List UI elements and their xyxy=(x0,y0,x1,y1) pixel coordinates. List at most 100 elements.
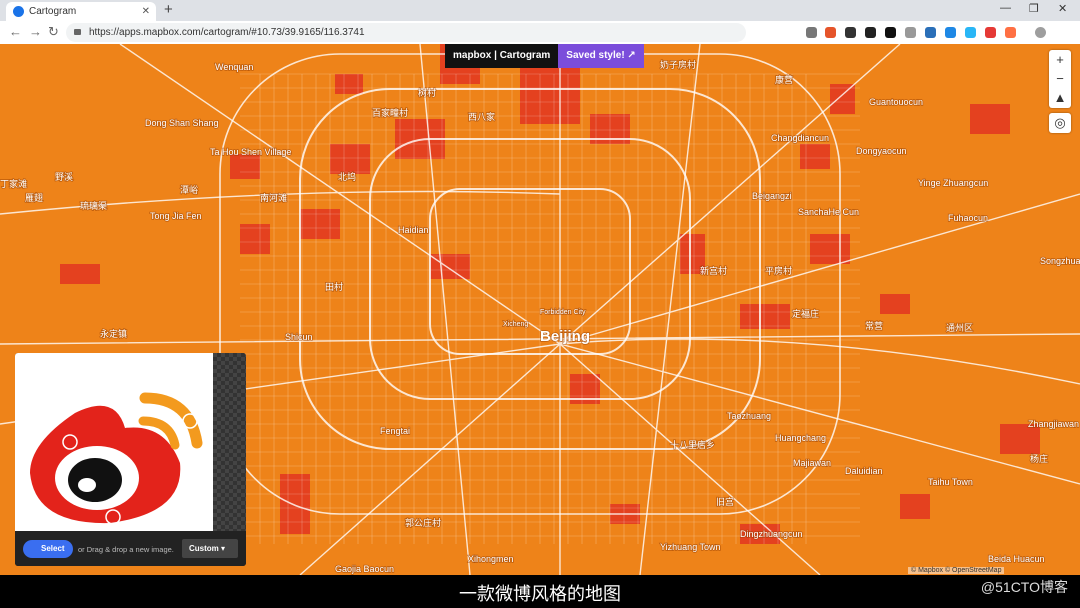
omnibox[interactable]: https://apps.mapbox.com/cartogram/#10.73… xyxy=(66,23,746,42)
weibo-logo xyxy=(30,392,203,525)
zoom-out[interactable]: − xyxy=(1056,71,1064,86)
attribution[interactable]: © Mapbox © OpenStreetMap xyxy=(908,567,1005,574)
save-status[interactable]: Saved style! ↗ xyxy=(558,44,644,68)
style-value: Custom xyxy=(189,544,219,553)
zoom-controls: + − ▲ xyxy=(1049,50,1071,108)
tab-bar: Cartogram ✕ + — ❐ ✕ xyxy=(0,0,1080,21)
minimize[interactable]: — xyxy=(1000,2,1011,14)
map-labels: Wenquan Dong Shan Shang Ta Hou Shen Vill… xyxy=(0,58,1080,575)
place-label: 杨庄 xyxy=(1030,453,1048,464)
place-label: Shicun xyxy=(285,332,313,342)
app-header: mapbox | Cartogram Saved style! ↗ xyxy=(445,44,644,68)
place-label: SanchaHe Cun xyxy=(798,207,859,217)
brand[interactable]: mapbox | Cartogram xyxy=(445,44,559,68)
place-label: 通州区 xyxy=(946,323,973,333)
save-status-text: Saved style! xyxy=(566,50,625,61)
place-label: 永定镇 xyxy=(100,328,127,339)
place-label: 雁翅 xyxy=(25,192,43,203)
place-label: Majiawan xyxy=(793,458,831,468)
place-label: 西八家 xyxy=(468,111,495,122)
place-label: Huangchang xyxy=(775,433,826,443)
forward[interactable]: → xyxy=(29,24,42,39)
new-tab[interactable]: + xyxy=(164,1,173,18)
url: https://apps.mapbox.com/cartogram/#10.73… xyxy=(89,27,365,38)
image-toolbar: Select or Drag & drop a new image. Custo… xyxy=(15,531,246,566)
place-label: 丁家滩 xyxy=(0,178,27,189)
tab-title: Cartogram xyxy=(29,6,77,17)
place-label: Wenquan xyxy=(215,62,253,72)
place-label: 奶子房村 xyxy=(660,59,696,70)
place-label: Haidian xyxy=(398,225,429,235)
place-label: 百家疃村 xyxy=(372,107,408,118)
place-label: 潭峪 xyxy=(180,185,198,195)
reload[interactable]: ↻ xyxy=(48,24,59,39)
place-label: 北坞 xyxy=(338,171,356,182)
place-label: Guantouocun xyxy=(869,97,923,107)
place-label: 康营 xyxy=(775,74,793,85)
place-label: Forbidden City xyxy=(540,309,586,316)
place-label: Gaojia Baocun xyxy=(335,564,394,574)
place-label: 定福庄 xyxy=(792,308,819,319)
tab[interactable]: Cartogram ✕ xyxy=(6,2,156,21)
place-label: Zhangjiawan Town xyxy=(1028,419,1080,429)
place-label: 常营 xyxy=(865,320,883,331)
place-label: Fengtai xyxy=(380,426,410,436)
place-label: Tong Jia Fen xyxy=(150,211,202,221)
transparent-area xyxy=(213,353,246,531)
place-label: 南河滩 xyxy=(260,192,287,203)
extension[interactable] xyxy=(825,27,836,38)
profile[interactable] xyxy=(1035,27,1046,38)
extension[interactable] xyxy=(865,27,876,38)
place-label: 旧宫 xyxy=(716,496,734,507)
caption-bar: 一款微博风格的地图 xyxy=(0,575,1080,608)
place-label: 十八里店乡 xyxy=(670,439,715,450)
extension[interactable] xyxy=(885,27,896,38)
reset-north[interactable]: ▲ xyxy=(1053,90,1067,105)
place-label: 田村 xyxy=(325,281,343,292)
extension[interactable] xyxy=(806,27,817,38)
brand-logo: mapbox xyxy=(453,50,492,61)
place-label: Dongyaocun xyxy=(856,146,907,156)
place-label: Changdiancun xyxy=(771,133,829,143)
image-panel: Select or Drag & drop a new image. Custo… xyxy=(15,353,246,566)
place-label: Taihu Town xyxy=(928,477,973,487)
watermark: @51CTO博客 xyxy=(980,579,1068,595)
extension[interactable] xyxy=(1005,27,1016,38)
back[interactable]: ← xyxy=(9,24,22,39)
geolocate[interactable]: ◎ xyxy=(1049,113,1071,133)
drop-hint: or Drag & drop a new image. xyxy=(78,545,174,554)
place-label: Taozhuang xyxy=(727,411,771,421)
extension[interactable] xyxy=(845,27,856,38)
place-label: Beigangzi xyxy=(752,191,792,201)
extension[interactable] xyxy=(965,27,976,38)
place-label: Beida Huacun xyxy=(988,554,1045,564)
place-label: 平房村 xyxy=(765,265,792,276)
place-label: Yizhuang Town xyxy=(660,542,721,552)
place-label: Fuhaocun xyxy=(948,213,988,223)
zoom-in[interactable]: + xyxy=(1056,52,1064,67)
place-label: 新宫村 xyxy=(700,265,727,276)
close-window[interactable]: ✕ xyxy=(1058,3,1068,15)
extension[interactable] xyxy=(985,27,996,38)
place-label: 树村 xyxy=(418,87,436,98)
place-label: Songzhuang xyxy=(1040,256,1080,266)
extension[interactable] xyxy=(945,27,956,38)
select-button[interactable]: Select xyxy=(23,540,73,558)
caption: 一款微博风格的地图 xyxy=(459,584,621,604)
place-label: 郭公庄村 xyxy=(405,517,441,528)
place-label: Ta Hou Shen Village xyxy=(210,147,291,157)
style-dropdown[interactable]: Custom ▾ xyxy=(182,539,238,558)
place-label: Xicheng xyxy=(503,321,528,328)
extension[interactable] xyxy=(905,27,916,38)
place-label: Xihongmen xyxy=(468,554,514,564)
maximize[interactable]: ❐ xyxy=(1029,3,1039,15)
street-grid xyxy=(240,73,860,544)
image-preview xyxy=(15,353,213,531)
place-label: 野溪 xyxy=(55,171,73,182)
extension[interactable] xyxy=(925,27,936,38)
close-tab[interactable]: ✕ xyxy=(141,6,150,17)
place-label: 琉璃渠 xyxy=(80,200,107,211)
place-label: Dong Shan Shang xyxy=(145,118,219,128)
place-label: Yinge Zhuangcun xyxy=(918,178,988,188)
